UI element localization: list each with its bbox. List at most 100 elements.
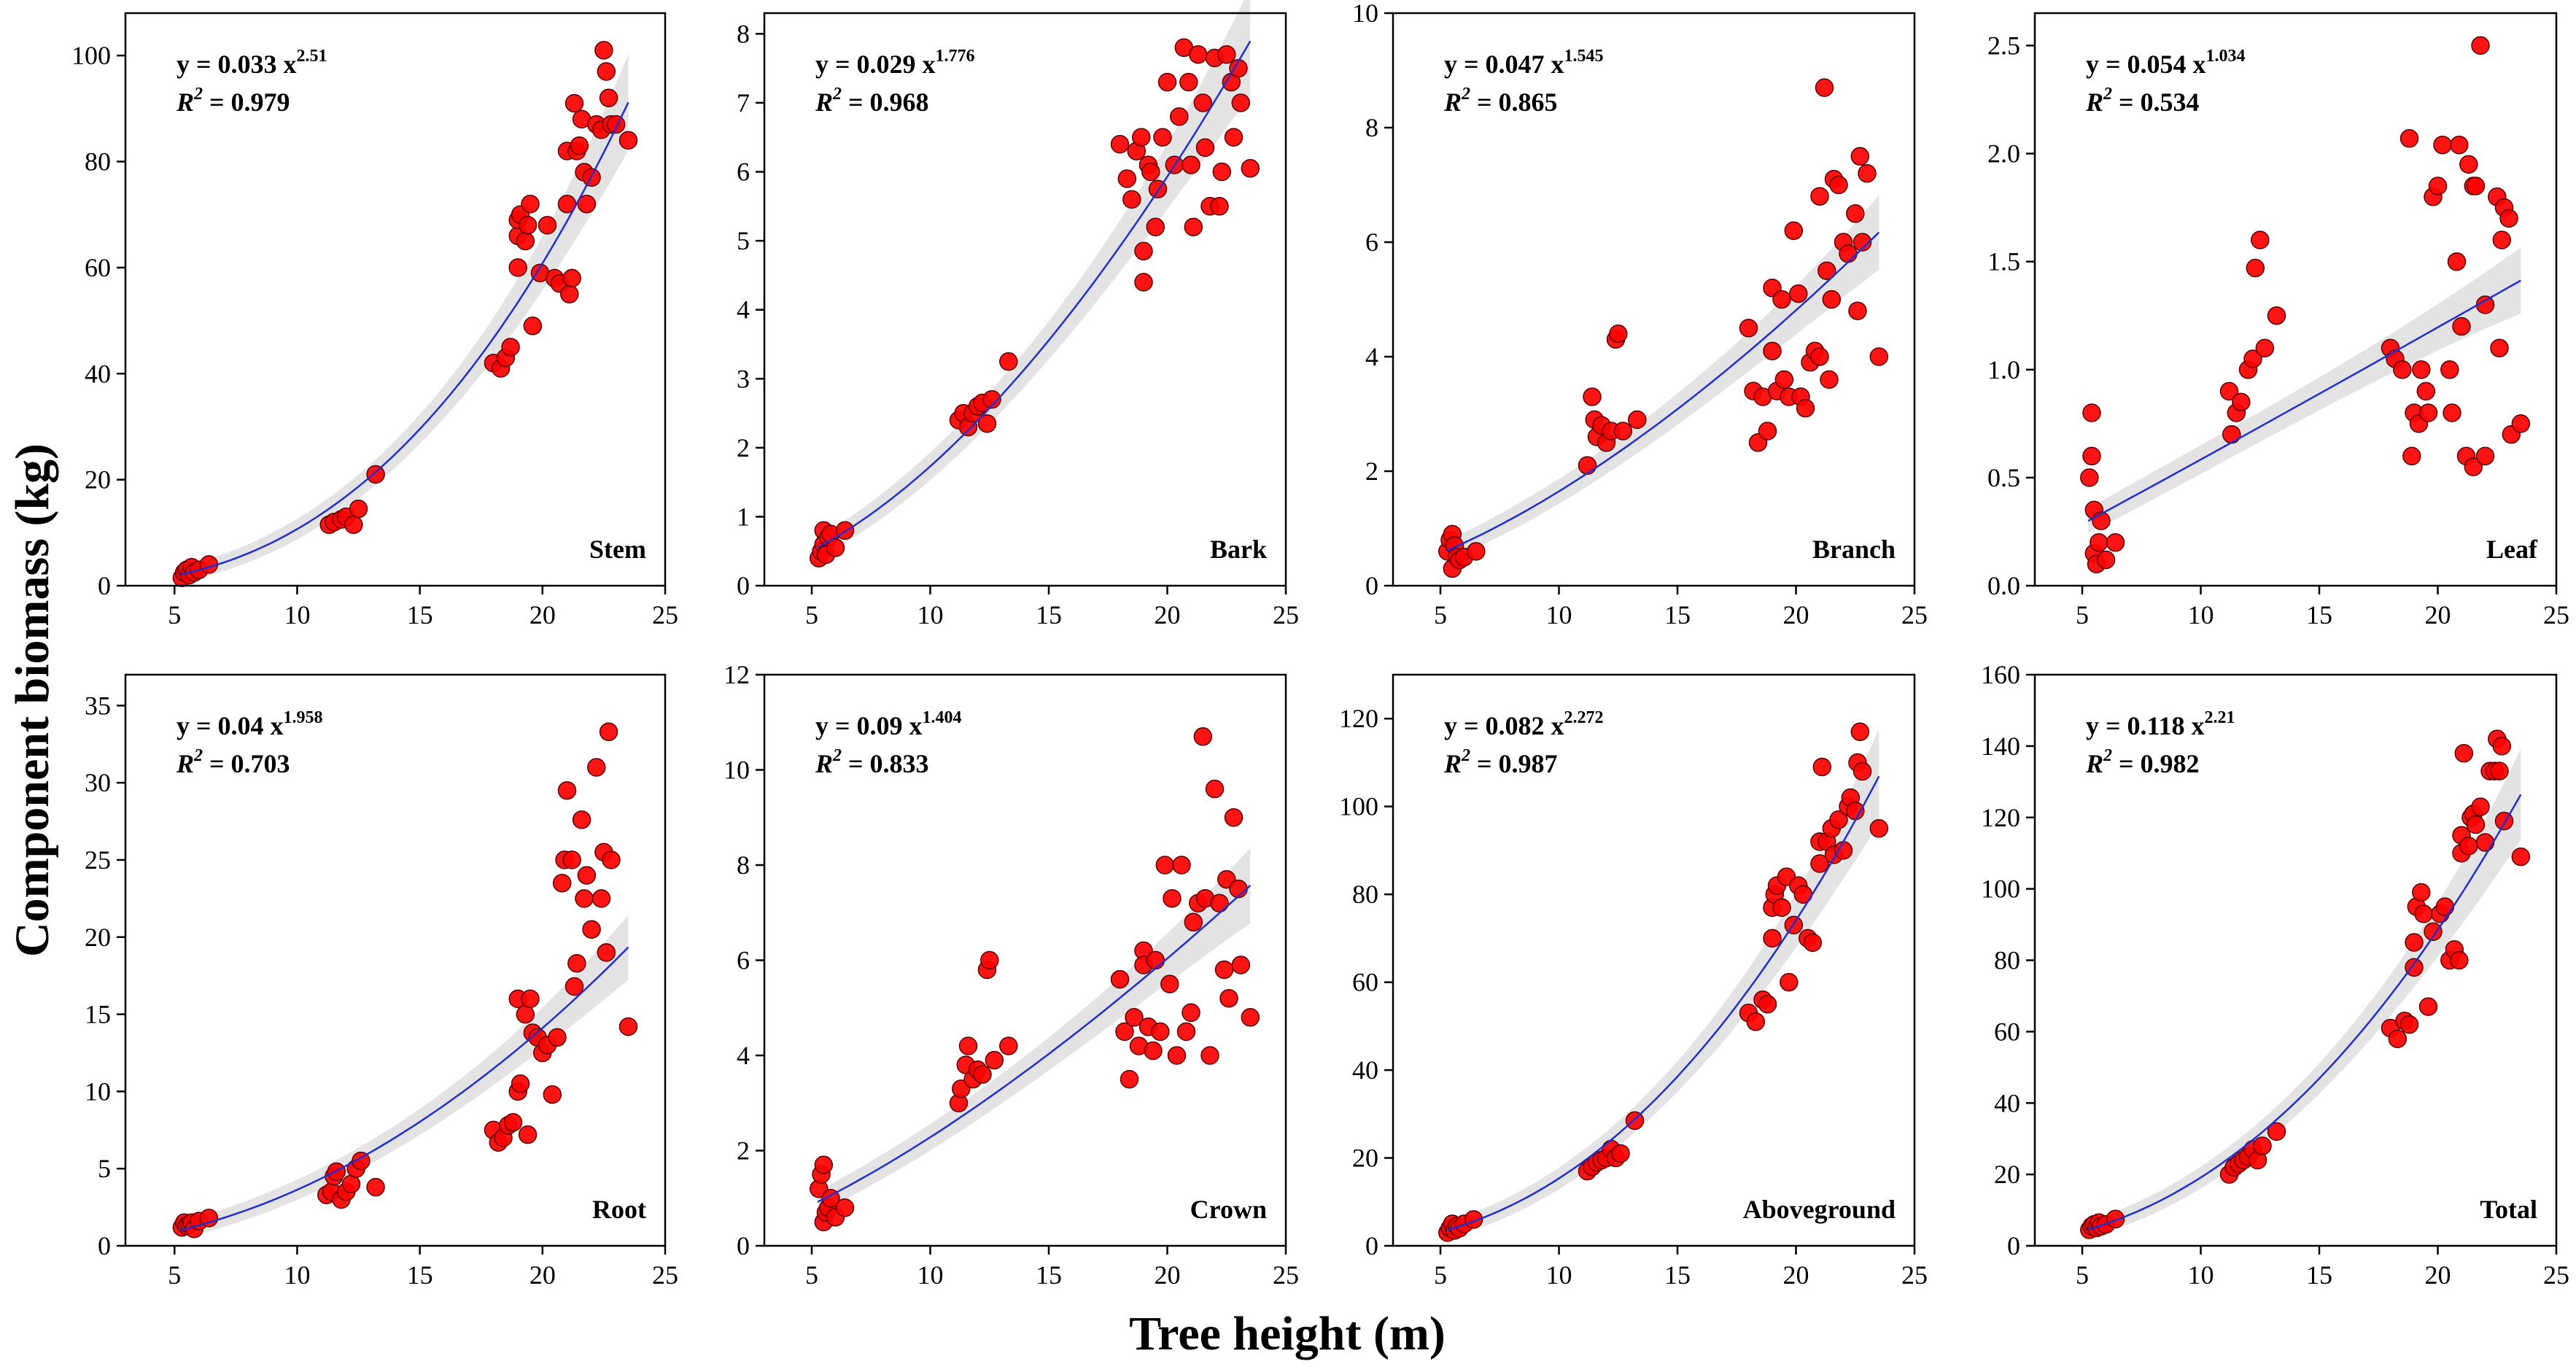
data-point	[518, 1125, 538, 1144]
y-tick-label: 6	[1365, 228, 1378, 257]
data-point	[2393, 360, 2412, 379]
data-point	[2412, 360, 2431, 379]
y-tick-label: 60	[1994, 1017, 2020, 1046]
x-tick-label: 20	[1155, 1260, 1181, 1290]
data-point	[501, 338, 520, 357]
data-point	[366, 465, 385, 484]
data-point	[2464, 457, 2483, 476]
data-point	[1796, 398, 1815, 418]
r-squared-value: = 0.833	[842, 749, 929, 778]
fit-curve	[1446, 775, 1880, 1231]
component-label: Crown	[1190, 1195, 1267, 1224]
component-label: Leaf	[2486, 535, 2538, 564]
data-point	[1810, 347, 1829, 366]
data-point	[1231, 956, 1251, 974]
data-point	[2452, 317, 2471, 336]
confidence-band	[2088, 748, 2521, 1238]
data-point	[1134, 273, 1153, 292]
y-tick-label: 0.0	[1987, 571, 2020, 600]
y-tick-label: 20	[1352, 1144, 1378, 1173]
data-point	[1839, 244, 1858, 263]
y-tick-label: 1.0	[1987, 355, 2020, 384]
x-tick-label: 15	[1036, 1260, 1062, 1290]
data-point	[1229, 58, 1248, 78]
data-point	[1157, 72, 1177, 92]
y-tick-label: 20	[85, 923, 111, 952]
data-point	[999, 1036, 1018, 1055]
data-point	[980, 950, 999, 970]
y-tick-label: 10	[1352, 0, 1378, 28]
x-tick-label: 25	[1273, 600, 1299, 629]
data-point	[2388, 1029, 2408, 1048]
data-point	[1153, 128, 1172, 147]
data-point	[511, 1074, 530, 1093]
data-point	[2475, 833, 2495, 852]
data-point	[503, 1112, 523, 1132]
r-squared-superscript: 2	[2103, 85, 2112, 104]
y-tick-label: 40	[1352, 1055, 1378, 1085]
data-point	[982, 389, 1001, 409]
data-point	[575, 889, 594, 908]
data-point	[552, 873, 572, 893]
data-point	[577, 194, 597, 214]
data-point	[618, 1017, 638, 1036]
fit-equation-base: y = 0.033 x	[176, 50, 297, 79]
plot-frame	[124, 673, 667, 1247]
data-point	[1151, 1022, 1170, 1042]
x-tick-label: 5	[168, 1260, 181, 1290]
data-point	[2400, 129, 2419, 148]
data-point	[958, 1036, 978, 1055]
data-point	[977, 414, 997, 433]
r-squared: R2 = 0.968	[815, 85, 929, 117]
data-point	[1609, 324, 1628, 344]
data-point	[2267, 1122, 2286, 1142]
x-tick-label: 25	[652, 1260, 678, 1290]
fit-equation-base: y = 0.118 x	[2086, 711, 2205, 740]
r-squared-superscript: 2	[832, 85, 842, 104]
x-tick-label: 20	[1783, 1260, 1809, 1290]
r-squared: R2 = 0.865	[1443, 85, 1558, 117]
y-tick-label: 0	[737, 1231, 750, 1260]
x-tick-label: 10	[2188, 1260, 2214, 1290]
y-tick-label: 12	[723, 660, 750, 689]
x-tick-label: 25	[2543, 600, 2569, 629]
data-point	[557, 780, 577, 800]
data-point	[523, 317, 543, 336]
fit-curve	[817, 884, 1252, 1203]
y-tick-label: 4	[737, 1041, 750, 1070]
data-point	[1578, 456, 1597, 475]
data-point	[1200, 1046, 1219, 1065]
x-axis-title: Tree height (m)	[1129, 1307, 1446, 1360]
data-point	[2454, 743, 2474, 763]
y-tick-label: 0	[2007, 1231, 2020, 1260]
y-tick-label: 0	[98, 1231, 111, 1260]
data-point	[1214, 960, 1234, 980]
y-tick-label: 6	[737, 158, 750, 187]
data-point	[1122, 190, 1141, 209]
data-point	[2416, 381, 2436, 401]
data-point	[1858, 164, 1877, 183]
data-point	[1746, 1012, 1766, 1031]
data-point	[1784, 221, 1804, 241]
y-tick-label: 1	[737, 502, 750, 531]
data-point	[2424, 922, 2443, 942]
component-label: Branch	[1812, 535, 1896, 564]
data-point	[2435, 897, 2455, 916]
data-point	[2418, 997, 2438, 1016]
data-point	[618, 131, 638, 150]
data-point	[1241, 159, 1260, 178]
confidence-band	[2088, 247, 2521, 534]
data-point	[1853, 233, 1872, 252]
data-point	[1231, 93, 1251, 112]
data-point	[1193, 93, 1213, 112]
data-point	[1132, 128, 1151, 147]
y-tick-label: 0	[1365, 1231, 1378, 1260]
data-point	[577, 866, 597, 885]
x-tick-label: 25	[1901, 600, 1928, 629]
data-point	[2490, 761, 2509, 780]
y-axis-title: Component biomass (kg)	[6, 443, 59, 957]
fit-equation: y = 0.118 x2.21	[2086, 708, 2235, 740]
data-point	[2405, 933, 2424, 952]
